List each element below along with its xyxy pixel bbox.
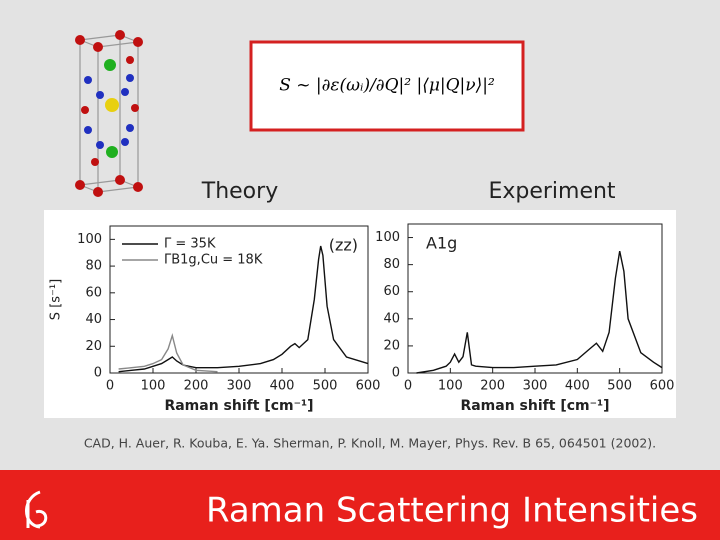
x-tick-label: 0 <box>106 379 114 394</box>
x-axis-label: Raman shift [cm⁻¹] <box>164 398 313 414</box>
citation: CAD, H. Auer, R. Kouba, E. Ya. Sherman, … <box>84 436 656 451</box>
y-tick-label: 80 <box>85 259 102 274</box>
x-tick-label: 500 <box>607 379 632 394</box>
y-tick-label: 100 <box>77 232 102 247</box>
x-tick-label: 500 <box>313 379 338 394</box>
x-tick-label: 300 <box>227 379 252 394</box>
y-tick-label: 20 <box>383 338 400 353</box>
y-axis-label: S [s⁻¹] <box>49 279 64 320</box>
legend-entry: ΓB1g,Cu = 18K <box>164 253 263 268</box>
x-tick-label: 200 <box>480 379 505 394</box>
x-tick-label: 0 <box>404 379 412 394</box>
y-tick-label: 60 <box>85 285 102 300</box>
data-line <box>118 333 218 373</box>
y-tick-label: 60 <box>383 284 400 299</box>
slide-title: Raman Scattering Intensities <box>206 491 698 531</box>
data-line <box>118 245 369 373</box>
formula-box <box>249 40 525 132</box>
x-tick-label: 100 <box>438 379 463 394</box>
crystal-structure <box>75 30 143 197</box>
x-tick-label: 600 <box>650 379 675 394</box>
legend-entry: Γ = 35K <box>164 237 216 252</box>
x-tick-label: 200 <box>184 379 209 394</box>
x-tick-label: 100 <box>141 379 166 394</box>
x-tick-label: 400 <box>270 379 295 394</box>
experiment-label: Experiment <box>488 179 615 204</box>
annotation: A1g <box>426 234 457 253</box>
y-tick-label: 0 <box>94 366 102 381</box>
y-tick-label: 100 <box>375 230 400 245</box>
y-tick-label: 80 <box>383 257 400 272</box>
formula: S ~ |∂ε(ωᵢ)/∂Q|² |⟨μ|Q|ν⟩|² <box>279 76 495 96</box>
y-tick-label: 0 <box>392 366 400 381</box>
x-axis-label: Raman shift [cm⁻¹] <box>460 398 609 414</box>
y-tick-label: 20 <box>85 339 102 354</box>
logo <box>25 490 48 529</box>
annotation: (zz) <box>329 236 358 255</box>
y-tick-label: 40 <box>85 312 102 327</box>
x-tick-label: 600 <box>356 379 381 394</box>
theory-label: Theory <box>201 179 278 204</box>
x-tick-label: 300 <box>523 379 548 394</box>
data-line <box>416 250 663 374</box>
x-tick-label: 400 <box>565 379 590 394</box>
y-tick-label: 40 <box>383 311 400 326</box>
title-band <box>0 470 720 540</box>
